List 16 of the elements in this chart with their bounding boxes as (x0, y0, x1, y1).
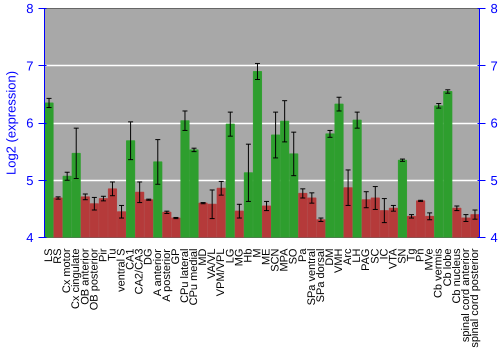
x-tick-label: RS (52, 248, 64, 264)
y2-tick-label: 4 (490, 230, 498, 245)
x-tick-label: DG (142, 248, 155, 265)
y-tick-label: 7 (26, 58, 34, 74)
y2-tick-label: 7 (490, 58, 498, 74)
y-tick-label: 4 (26, 230, 34, 245)
y-axis-title: Log2 (expression) (3, 70, 18, 176)
y-tick-label: 5 (26, 172, 34, 188)
y2-tick-label: 8 (490, 1, 498, 16)
y2-tick-label: 6 (490, 116, 498, 130)
x-tick-label: Tg (406, 248, 418, 262)
x-tick-label: SN (396, 248, 408, 264)
x-tick-label: IC (378, 248, 390, 260)
y2-tick-label: 5 (490, 172, 498, 188)
y-tick-label: 8 (26, 1, 34, 16)
y-tick-label: 6 (26, 116, 34, 130)
